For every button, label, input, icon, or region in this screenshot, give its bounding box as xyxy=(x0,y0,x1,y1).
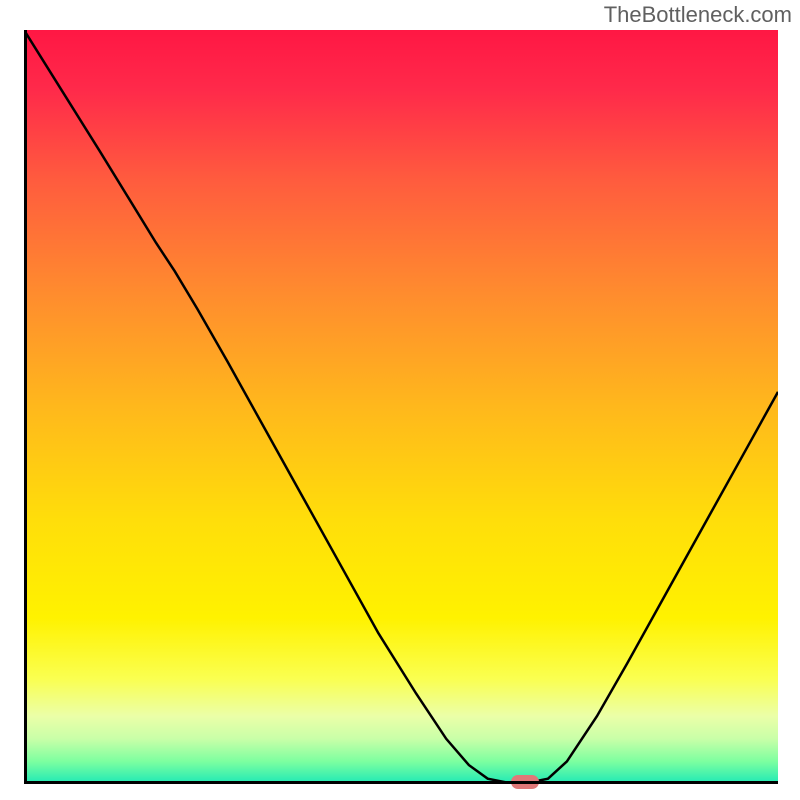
x-axis xyxy=(24,781,778,784)
chart-container: TheBottleneck.com xyxy=(0,0,800,800)
chart-area xyxy=(24,30,778,784)
watermark-text: TheBottleneck.com xyxy=(604,2,792,28)
y-axis xyxy=(24,30,27,784)
bottleneck-curve xyxy=(24,30,778,784)
